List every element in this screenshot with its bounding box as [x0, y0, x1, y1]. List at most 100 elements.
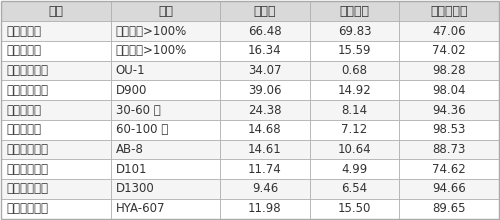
Bar: [2, 140, 111, 159]
Text: 98.53: 98.53: [432, 123, 466, 136]
Bar: [220, 1, 310, 21]
Bar: [2, 1, 111, 21]
Text: D1300: D1300: [116, 182, 154, 196]
Bar: [2, 100, 111, 120]
Text: 8.14: 8.14: [342, 103, 367, 117]
Bar: [111, 179, 220, 199]
Bar: [220, 80, 310, 100]
Text: 9.46: 9.46: [252, 182, 278, 196]
Bar: [310, 21, 399, 41]
Text: 14.68: 14.68: [248, 123, 282, 136]
Bar: [399, 120, 498, 140]
Bar: [111, 41, 220, 61]
Bar: [399, 1, 498, 21]
Text: 11.74: 11.74: [248, 163, 282, 176]
Bar: [111, 61, 220, 80]
Text: 脱色率: 脱色率: [254, 5, 276, 18]
Text: AB-8: AB-8: [116, 143, 143, 156]
Bar: [220, 120, 310, 140]
Bar: [2, 120, 111, 140]
Text: 16.34: 16.34: [248, 44, 282, 57]
Bar: [111, 140, 220, 159]
Text: 89.65: 89.65: [432, 202, 466, 215]
Text: 24.38: 24.38: [248, 103, 282, 117]
Text: 88.73: 88.73: [432, 143, 466, 156]
Bar: [220, 159, 310, 179]
Text: HYA-607: HYA-607: [116, 202, 165, 215]
Bar: [310, 61, 399, 80]
Bar: [2, 41, 111, 61]
Text: D900: D900: [116, 84, 147, 97]
Text: 大孔吸附树脂: 大孔吸附树脂: [6, 182, 48, 196]
Bar: [399, 100, 498, 120]
Bar: [399, 140, 498, 159]
Text: 39.06: 39.06: [248, 84, 282, 97]
Bar: [111, 21, 220, 41]
Text: 14.92: 14.92: [338, 84, 372, 97]
Bar: [399, 80, 498, 100]
Bar: [310, 140, 399, 159]
Text: 15.50: 15.50: [338, 202, 371, 215]
Bar: [399, 179, 498, 199]
Bar: [220, 100, 310, 120]
Text: 聚酰胺树脂: 聚酰胺树脂: [6, 103, 42, 117]
Bar: [2, 199, 111, 219]
Text: 69.83: 69.83: [338, 24, 371, 38]
Text: 34.07: 34.07: [248, 64, 282, 77]
Text: 类型: 类型: [158, 5, 173, 18]
Bar: [310, 179, 399, 199]
Bar: [310, 159, 399, 179]
Text: 47.06: 47.06: [432, 24, 466, 38]
Bar: [220, 199, 310, 219]
Bar: [220, 61, 310, 80]
Bar: [2, 159, 111, 179]
Text: 94.36: 94.36: [432, 103, 466, 117]
Text: 11.98: 11.98: [248, 202, 282, 215]
Bar: [220, 41, 310, 61]
Text: 大孔吸附树脂: 大孔吸附树脂: [6, 84, 48, 97]
Bar: [220, 140, 310, 159]
Text: 大孔吸附树脂: 大孔吸附树脂: [6, 202, 48, 215]
Bar: [399, 21, 498, 41]
Bar: [399, 159, 498, 179]
Bar: [310, 120, 399, 140]
Bar: [111, 120, 220, 140]
Text: 4.99: 4.99: [342, 163, 367, 176]
Text: 聚酰胺树脂: 聚酰胺树脂: [6, 123, 42, 136]
Text: 7.12: 7.12: [342, 123, 367, 136]
Bar: [2, 179, 111, 199]
Bar: [220, 21, 310, 41]
Bar: [399, 41, 498, 61]
Bar: [220, 179, 310, 199]
Bar: [2, 61, 111, 80]
Text: 98.04: 98.04: [432, 84, 466, 97]
Text: 6.54: 6.54: [342, 182, 367, 196]
Bar: [111, 159, 220, 179]
Text: 粉末活性炭: 粉末活性炭: [6, 24, 42, 38]
Bar: [310, 100, 399, 120]
Text: 60-100 目: 60-100 目: [116, 123, 168, 136]
Bar: [111, 1, 220, 21]
Text: D101: D101: [116, 163, 147, 176]
Bar: [111, 100, 220, 120]
Bar: [2, 21, 111, 41]
Text: 74.62: 74.62: [432, 163, 466, 176]
Text: 15.59: 15.59: [338, 44, 371, 57]
Bar: [310, 1, 399, 21]
Text: 大孔吸附树脂: 大孔吸附树脂: [6, 163, 48, 176]
Bar: [399, 61, 498, 80]
Text: 98.28: 98.28: [432, 64, 466, 77]
Bar: [310, 199, 399, 219]
Text: 焦糖脱色>100%: 焦糖脱色>100%: [116, 24, 187, 38]
Text: 多糖保留率: 多糖保留率: [430, 5, 468, 18]
Bar: [310, 80, 399, 100]
Text: 名称: 名称: [48, 5, 64, 18]
Text: 颗粒活性炭: 颗粒活性炭: [6, 44, 42, 57]
Text: 74.02: 74.02: [432, 44, 466, 57]
Text: 10.64: 10.64: [338, 143, 371, 156]
Text: 大孔吸附树脂: 大孔吸附树脂: [6, 64, 48, 77]
Text: 大孔吸附树脂: 大孔吸附树脂: [6, 143, 48, 156]
Text: 脱蛋白率: 脱蛋白率: [340, 5, 370, 18]
Text: 66.48: 66.48: [248, 24, 282, 38]
Text: OU-1: OU-1: [116, 64, 146, 77]
